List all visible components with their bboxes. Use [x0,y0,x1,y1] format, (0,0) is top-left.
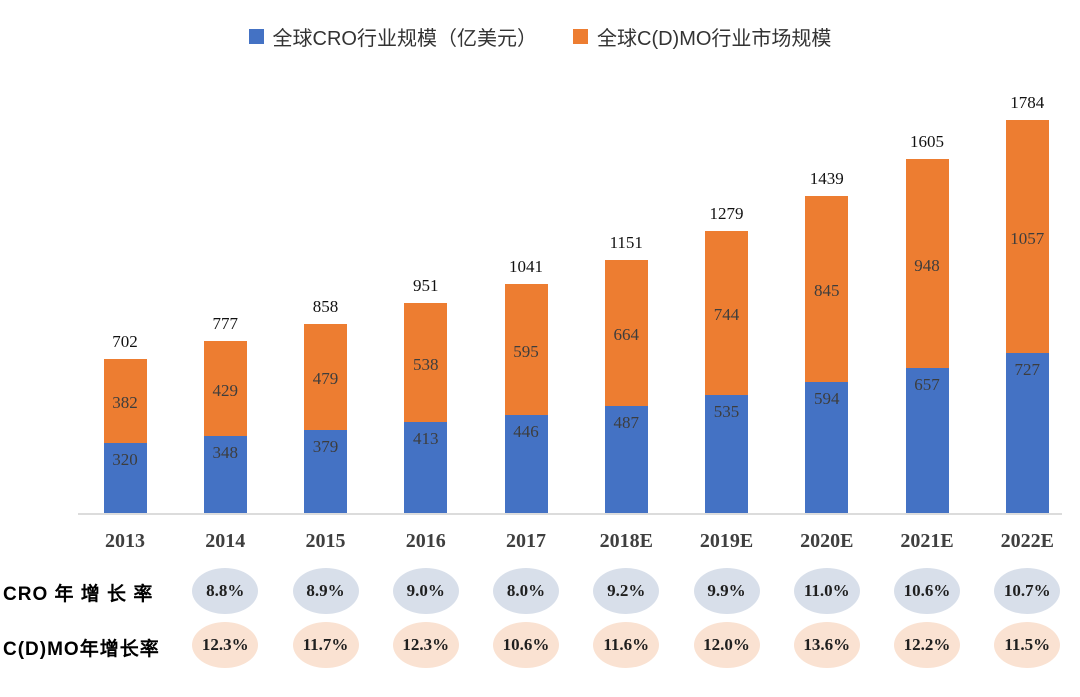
bar-total-label: 1439 [809,169,844,188]
plot-area: 320 382 702 348 429 777 379 479 858 413 538 951 446 5… [0,80,1080,515]
x-axis-label: 2019E [699,530,754,552]
bar-segment-cro [905,368,949,513]
bar-segment-cdmo [404,303,448,422]
bar-segment-cro [705,395,748,513]
growth-rate-bubble: 11.0% [793,568,860,614]
bar-value-cdmo: 744 [713,305,740,324]
x-axis-label: 2017 [506,530,546,552]
bar-value-cdmo: 1057 [1010,228,1045,248]
bar-value-cro: 320 [112,450,138,469]
bar-segment-cdmo [304,324,347,430]
growth-rate-bubble: 10.6% [894,568,960,614]
bar-segment-cdmo [504,284,548,415]
bar-segment-cro [504,415,548,513]
bar-total-label: 1605 [910,132,944,151]
bar-total-label: 1151 [609,233,643,252]
growth-rate-bubble: 11.5% [994,622,1061,668]
growth-rate-bubble: 12.2% [894,622,960,668]
legend-item-cro: 全球CRO行业规模（亿美元） [248,22,537,51]
growth-rate-bubble: 8.9% [292,568,359,614]
bar-segment-cro [805,382,849,513]
x-axis-label: 2016 [405,530,446,552]
bar-value-cro: 379 [312,437,339,456]
x-axis-label: 2018E [599,530,653,552]
bar-total-label: 858 [312,297,339,316]
bar-total-label: 777 [212,314,239,333]
bar-value-cro: 657 [914,375,940,394]
bar-value-cdmo: 479 [312,369,339,388]
bar-segment-cro [304,430,347,513]
bar-segment-cdmo [705,231,748,395]
x-axis-label: 2015 [305,530,346,552]
bar-value-cdmo: 538 [413,354,439,374]
bar-value-cro: 535 [713,402,740,421]
x-axis-label: 2022E [1000,530,1054,552]
growth-rate-bubble: 12.3% [192,622,259,668]
x-axis-label: 2021E [900,530,954,552]
bar-segment-cro [1005,353,1049,513]
growth-rate-bubble: 12.3% [392,622,459,668]
legend-swatch-cro-icon [248,29,264,44]
cdmo-growth-row-label: C(D)MO年增长率 [3,639,160,660]
bar-segment-cdmo [203,341,247,436]
bar-segment-cro [103,443,147,513]
x-axis-label: 2020E [800,530,854,552]
growth-rate-bubble: 11.7% [292,622,359,668]
bar-total-label: 951 [413,276,439,295]
x-axis-label: 2013 [105,530,145,552]
growth-rate-bubble: 10.7% [994,568,1061,614]
x-axis-label: 2014 [205,530,246,552]
legend-label-cdmo: 全球C(D)MO行业市场规模 [597,28,832,50]
bar-value-cdmo: 429 [212,380,239,400]
bar-value-cdmo: 382 [112,393,138,412]
legend: 全球CRO行业规模（亿美元） 全球C(D)MO行业市场规模 [0,22,1080,51]
bar-value-cro: 413 [413,429,439,448]
growth-rate-bubble: 8.0% [493,568,559,614]
bar-value-cdmo: 948 [914,255,940,275]
x-axis-line [78,513,1062,515]
bar-total-label: 1279 [709,204,744,223]
bar-value-cro: 487 [613,413,640,432]
growth-rate-bubble: 9.9% [693,568,760,614]
bar-value-cro: 594 [814,389,840,408]
growth-rate-bubble: 11.6% [593,622,660,668]
bar-segment-cdmo [805,196,849,382]
bar-segment-cdmo [1005,120,1049,353]
bar-segment-cdmo [905,159,949,368]
bar-segment-cdmo [604,260,648,406]
bar-value-cdmo: 845 [814,281,840,300]
bar-value-cdmo: 595 [513,341,539,361]
bar-total-label: 1041 [509,257,543,276]
bar-total-label: 702 [112,332,138,351]
bar-segment-cro [404,422,448,513]
bar-value-cro: 446 [513,422,539,441]
bar-segment-cro [203,436,247,513]
bar-value-cro: 727 [1014,360,1041,379]
growth-rate-bubble: 9.2% [593,568,660,614]
growth-rate-bubble: 9.0% [392,568,459,614]
bar-value-cdmo: 664 [613,325,640,344]
bar-segment-cdmo [103,359,147,443]
legend-swatch-cdmo-icon [573,29,588,44]
growth-rate-bubble: 13.6% [793,622,860,668]
growth-rate-bubble: 12.0% [693,622,760,668]
legend-item-cdmo: 全球C(D)MO行业市场规模 [573,22,831,51]
bar-total-label: 1784 [1010,93,1045,112]
bar-segment-cro [604,406,648,513]
growth-rate-bubble: 10.6% [493,622,559,668]
cro-growth-row-label: CRO 年 增 长 率 [3,584,154,605]
growth-rate-bubble: 8.8% [192,568,259,614]
bar-value-cro: 348 [212,443,239,462]
legend-label-cro: 全球CRO行业规模（亿美元） [272,28,537,50]
